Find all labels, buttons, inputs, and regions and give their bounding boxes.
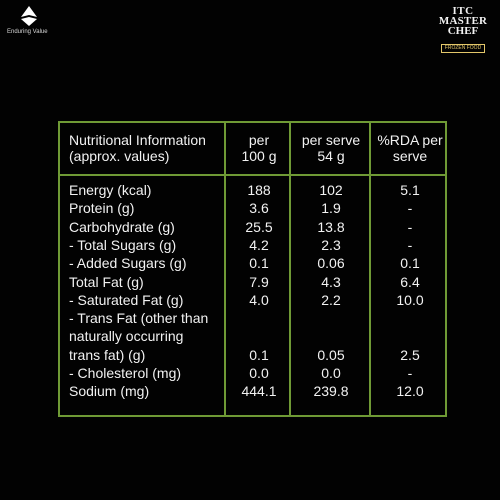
row-label: Protein (g)	[69, 200, 135, 217]
value-rda: -	[407, 200, 413, 217]
itc-emblem-icon	[21, 6, 37, 26]
header-per-100g: per 100 g	[241, 132, 277, 164]
value-per-serve: 1.9	[321, 200, 341, 217]
value-per-serve: 2.3	[321, 236, 341, 253]
logo-line-itc: ITC	[452, 5, 474, 17]
table-row: Total Fat (g) 7.9 4.3 6.4	[60, 274, 445, 290]
table-row: trans fat) (g) 0.1 0.05 2.5	[60, 347, 445, 363]
column-divider	[369, 123, 371, 415]
value-per-serve: 239.8	[313, 383, 349, 400]
header-divider	[60, 174, 445, 176]
row-label: - Trans Fat (other than	[69, 310, 209, 327]
value-per-serve: 0.05	[317, 346, 345, 363]
value-per-100g: 444.1	[241, 383, 277, 400]
table-row: Protein (g) 3.6 1.9 -	[60, 200, 445, 216]
value-per-100g: 0.1	[249, 255, 269, 272]
value-per-serve: 0.06	[317, 255, 345, 272]
nutrition-table: Nutritional Information (approx. values)…	[58, 121, 447, 417]
itc-tagline: Enduring Value	[7, 29, 48, 35]
table-row: naturally occurring	[60, 328, 445, 344]
row-label: trans fat) (g)	[69, 346, 146, 363]
value-per-100g: 188	[247, 182, 271, 198]
value-per-serve: 0.0	[321, 365, 341, 381]
row-label: - Added Sugars (g)	[69, 255, 187, 272]
value-rda: -	[407, 236, 413, 253]
value-rda: -	[407, 365, 413, 381]
table-row: - Saturated Fat (g) 4.0 2.2 10.0	[60, 292, 445, 308]
column-divider	[224, 123, 226, 415]
column-divider	[289, 123, 291, 415]
value-per-100g: 25.5	[245, 218, 273, 235]
row-label: Energy (kcal)	[69, 182, 152, 198]
row-label: - Total Sugars (g)	[69, 236, 177, 253]
table-row: Carbohydrate (g) 25.5 13.8 -	[60, 219, 445, 235]
value-per-serve: 13.8	[317, 218, 345, 235]
value-per-100g: 7.9	[249, 273, 269, 290]
value-rda: 6.4	[400, 273, 420, 290]
table-row: - Total Sugars (g) 4.2 2.3 -	[60, 237, 445, 253]
table-row: Sodium (mg) 444.1 239.8 12.0	[60, 383, 445, 399]
table-row: - Added Sugars (g) 0.1 0.06 0.1	[60, 255, 445, 271]
value-per-100g: 3.6	[249, 200, 269, 217]
value-per-100g: 0.0	[249, 365, 269, 381]
row-label: - Saturated Fat (g)	[69, 291, 184, 308]
master-chef-logo: ITC MASTER CHEF FROZEN FOOD	[432, 6, 494, 54]
row-label: Sodium (mg)	[69, 383, 150, 400]
value-rda: 10.0	[396, 291, 424, 308]
value-per-100g: 0.1	[249, 346, 269, 363]
logo-line-chef: CHEF	[447, 25, 479, 37]
value-per-serve: 2.2	[321, 291, 341, 308]
value-rda: 5.1	[400, 182, 420, 198]
row-label: naturally occurring	[69, 328, 184, 345]
table-row: Energy (kcal) 188 102 5.1	[60, 182, 445, 198]
value-rda: 2.5	[400, 346, 420, 363]
header-per-serve: per serve 54 g	[301, 132, 361, 164]
value-per-100g: 4.0	[249, 291, 269, 308]
value-per-serve: 102	[319, 182, 343, 198]
value-per-100g: 4.2	[249, 236, 269, 253]
row-label: - Cholesterol (mg)	[69, 365, 182, 381]
header-nutritional-information: Nutritional Information (approx. values)	[69, 132, 206, 164]
logo-subline: FROZEN FOOD	[440, 44, 486, 53]
value-rda: 0.1	[400, 255, 420, 272]
value-per-serve: 4.3	[321, 273, 341, 290]
itc-logo: Enduring Value	[7, 5, 51, 35]
value-rda: 12.0	[396, 383, 424, 400]
row-label: Carbohydrate (g)	[69, 218, 175, 235]
table-row: - Cholesterol (mg) 0.0 0.0 -	[60, 365, 445, 381]
table-row: - Trans Fat (other than	[60, 310, 445, 326]
logo-line-master: MASTER	[438, 15, 488, 27]
value-rda: -	[407, 218, 413, 235]
row-label: Total Fat (g)	[69, 273, 144, 290]
header-rda: %RDA per serve	[377, 132, 443, 164]
